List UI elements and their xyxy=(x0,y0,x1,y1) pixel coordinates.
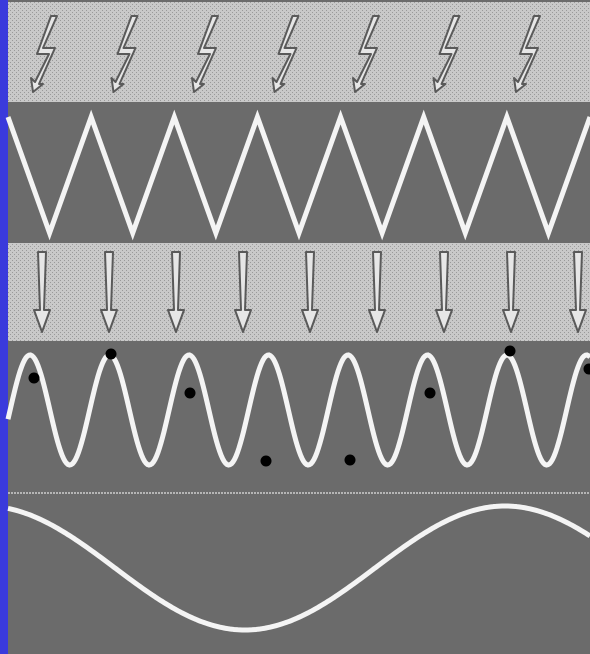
sampled-wave-band xyxy=(5,345,590,468)
sample-point xyxy=(28,372,40,384)
sample-point xyxy=(344,454,356,466)
down-arrow-icon xyxy=(301,251,319,333)
down-arrow-icon xyxy=(33,251,51,333)
down-arrow-icon xyxy=(167,251,185,333)
down-arrow-icon xyxy=(100,251,118,333)
lightning-bolt-icon xyxy=(271,15,300,93)
lightning-bolt-icon xyxy=(352,15,380,93)
lightning-bolt-icon xyxy=(110,15,139,93)
sample-points xyxy=(28,345,590,467)
down-arrow-icon xyxy=(368,251,386,333)
high-frequency-wave xyxy=(5,352,590,468)
down-arrows xyxy=(33,251,587,333)
sample-point xyxy=(184,387,196,399)
sample-point xyxy=(424,387,436,399)
triangle-wave xyxy=(5,109,590,241)
lightning-bolt-icon xyxy=(30,15,58,93)
down-arrow-icon xyxy=(234,251,252,333)
alias-sine-wave xyxy=(7,503,590,633)
lightning-bolts xyxy=(30,15,541,93)
alias-wave-band xyxy=(7,503,590,633)
sample-point xyxy=(583,363,590,375)
triangle-wave-band xyxy=(5,109,590,241)
lightning-bolt-icon xyxy=(432,15,461,93)
down-arrow-icon xyxy=(569,251,587,333)
lightning-band xyxy=(8,2,590,102)
down-arrow-icon xyxy=(435,251,453,333)
sample-point xyxy=(260,455,272,467)
lightning-bolt-icon xyxy=(513,15,541,93)
sample-point xyxy=(105,348,117,360)
sample-point xyxy=(504,345,516,357)
down-arrow-icon xyxy=(502,251,520,333)
arrow-band xyxy=(8,243,590,341)
lightning-bolt-icon xyxy=(191,15,219,93)
